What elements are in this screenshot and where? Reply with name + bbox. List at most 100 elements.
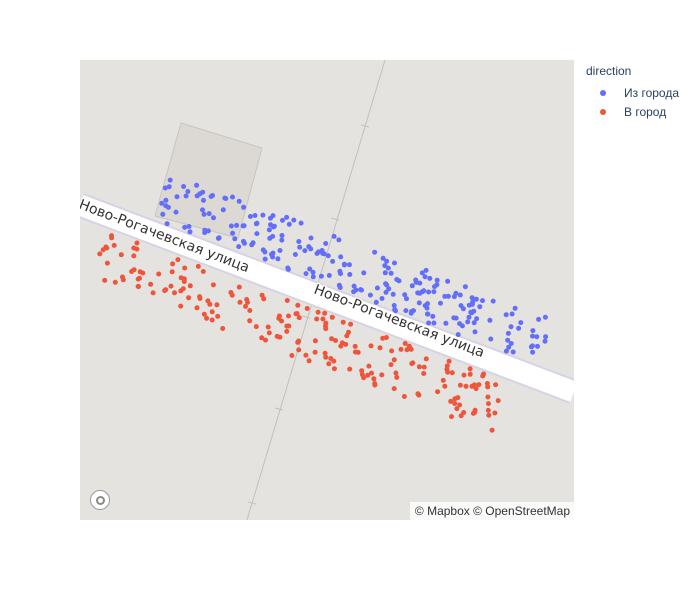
map-point [470,299,476,305]
map-point [516,325,522,331]
map-point [384,258,390,264]
map-point [505,330,511,336]
map-point [489,427,495,433]
map-point [347,366,353,372]
mapbox-logo-icon[interactable] [90,490,110,510]
map-point [369,370,374,376]
map-point [508,341,514,346]
map-point [421,371,427,376]
map-point [404,296,409,302]
map-point [462,284,468,290]
map-point [194,182,200,188]
map-point [204,315,210,321]
map-point [467,366,473,372]
map-point [382,270,388,276]
map-point [430,313,436,319]
map-point [230,194,235,200]
map-point [348,321,354,327]
map-point [465,319,471,325]
map-area[interactable]: Ново-Рогачевская улица Ново-Рогачевская … [80,60,574,520]
map-point [383,289,389,295]
map-point [183,193,189,199]
map-point [392,260,397,266]
map-point [314,316,320,322]
map-point [302,248,308,254]
map-point [453,315,459,321]
map-point [330,258,336,264]
map-point [167,177,173,183]
map-point [542,338,548,344]
map-point [503,348,509,354]
map-point [240,223,246,229]
map-point [210,282,216,288]
map-point [266,227,272,233]
legend-item-v-gorod[interactable]: В город [596,102,679,121]
map-point [206,211,212,217]
map-point [473,386,479,392]
map-point [315,309,321,315]
map-point [241,204,247,210]
map-point [467,371,473,377]
map-point [472,329,478,335]
map-point [385,265,391,271]
map-point [253,221,259,227]
map-point [402,292,408,298]
map-point [135,283,141,289]
map-point [536,316,542,322]
map-point [440,377,446,383]
map-point [209,317,215,323]
map-point [410,360,416,366]
series-v-gorod-points [97,233,501,433]
map-point [543,334,549,340]
map-point [469,310,475,316]
railway-ticks [247,124,370,505]
map-point [408,310,414,316]
map-point [306,358,312,364]
map-point [487,317,493,323]
legend-label-v-gorod: В город [624,104,667,119]
legend-item-iz-goroda[interactable]: Из города [596,83,679,102]
map-point [338,343,344,349]
map-point [409,283,415,289]
map-point [237,299,243,305]
map-point [234,222,240,228]
map-point [372,249,378,255]
map-point [254,231,260,237]
map-point [416,364,422,370]
map-point [310,269,316,275]
map-point [379,372,385,378]
map-point [297,244,303,250]
map-point [134,240,140,246]
map-point [236,198,242,204]
map-point [326,361,332,367]
map-point [266,330,272,336]
map-point [373,299,379,305]
map-point [236,284,242,290]
map-point [424,305,430,311]
map-point [426,320,432,326]
map-point [505,337,511,343]
map-point [419,270,425,276]
map-canvas[interactable]: Ново-Рогачевская улица Ново-Рогачевская … [80,60,574,520]
map-point [220,326,226,331]
map-point [466,314,472,320]
map-point [355,349,361,355]
map-point [243,303,248,309]
map-point [386,286,392,292]
map-point [178,288,184,294]
map-point [422,274,428,280]
map-attribution[interactable]: © Mapbox © OpenStreetMap [409,502,574,520]
map-point [270,233,276,239]
map-point [120,274,125,280]
map-point [298,220,304,226]
map-point [416,392,422,398]
map-point [331,366,337,372]
map-point [331,358,337,364]
map-point [205,228,211,234]
map-point [518,320,524,326]
map-point [530,328,536,334]
map-point [292,252,298,257]
map-point [493,382,499,388]
map-point [388,362,394,368]
map-point [403,308,409,314]
